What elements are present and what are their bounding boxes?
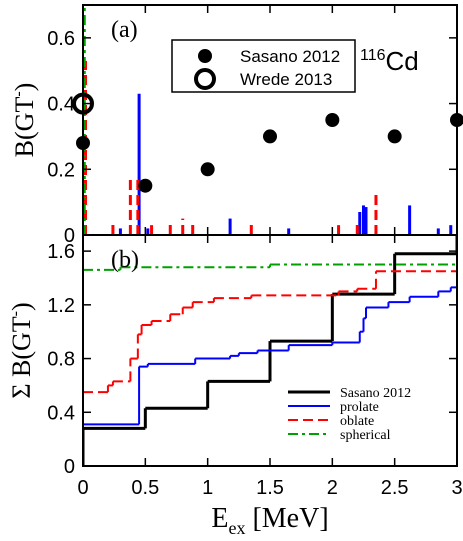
y-tick-label: 1.2 [47,295,75,317]
y-tick-label: 0 [64,225,75,247]
legend-box [171,39,356,93]
annotation: 116Cd [360,46,419,76]
data-point [325,113,340,127]
y-axis-title: B(GT-) [10,83,39,158]
x-axis-title-end: [MeV] [245,503,328,534]
legend-label: oblate [340,414,374,429]
plot-data [83,5,453,235]
y-axis-title-main: Σ B(GT [7,316,36,398]
data-point [263,129,277,144]
plot-data [83,235,457,466]
y-axis-title-main: B(GT [10,97,39,158]
annotation-element: Cd [386,46,419,76]
x-axis-title-sub: ex [228,518,245,538]
x-axis-title-main: E [211,503,228,534]
data-point [387,129,402,144]
y-tick-label: 0.8 [47,349,75,371]
x-tick-label: 3 [451,477,462,499]
y-axis-title-end: ) [7,302,36,311]
y-tick-label: 0 [64,456,75,478]
x-tick-label: 2 [327,477,338,499]
y-tick-label: 0.6 [47,28,75,50]
y-axis-title: Σ B(GT-) [7,302,36,398]
y-tick-label: 0.2 [47,159,75,181]
legend-label: prolate [340,400,379,415]
legend-marker [198,49,212,63]
y-axis-title-end: ) [10,83,39,92]
legend-label: spherical [340,428,391,443]
panel-label: (a) [111,17,138,43]
x-tick-label: 0.5 [131,477,159,499]
y-tick-label: 0.4 [47,402,75,424]
data-point [138,178,153,193]
plot-frame [82,234,458,467]
x-axis-title: Eex [MeV] [211,503,328,538]
legend-label: Sasano 2012 [340,386,411,401]
data-point [200,162,215,177]
y-axis-title-sup: - [10,91,27,96]
y-axis-title-sup: - [7,311,24,316]
legend-label: Sasano 2012 [240,47,340,66]
legend-marker [194,68,216,90]
legend-label: Wrede 2013 [240,70,332,89]
x-tick-label: 2.5 [381,477,409,499]
y-tick-label: 0.4 [47,94,75,116]
annotation-mass: 116 [360,47,386,64]
y-tick-label: 1.6 [47,241,75,263]
x-tick-label: 1 [202,477,213,499]
x-tick-label: 1.5 [256,477,284,499]
x-tick-label: 0 [77,477,88,499]
panel-label: (b) [111,247,139,273]
